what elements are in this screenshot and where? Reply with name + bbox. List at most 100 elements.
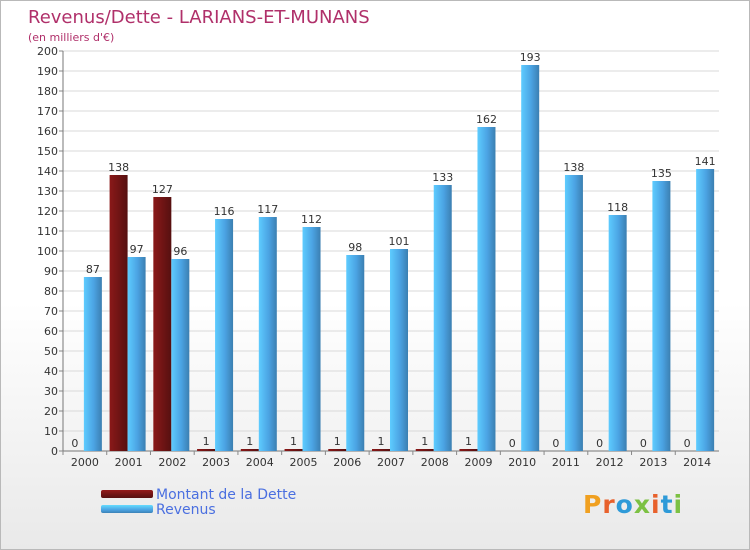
brand-letter: t bbox=[660, 490, 674, 519]
bar-revenus bbox=[302, 227, 321, 451]
bar-revenus bbox=[346, 255, 365, 451]
x-tick-label: 2011 bbox=[552, 456, 580, 469]
data-label-revenus: 193 bbox=[520, 51, 541, 64]
y-tick-label: 0 bbox=[51, 445, 58, 458]
y-tick-label: 40 bbox=[44, 365, 58, 378]
y-tick-label: 10 bbox=[44, 425, 58, 438]
data-label-dette: 138 bbox=[108, 161, 129, 174]
brand-letter: o bbox=[615, 490, 634, 519]
bar-dette bbox=[284, 449, 303, 451]
bar-dette bbox=[459, 449, 478, 451]
bar-revenus bbox=[127, 257, 146, 451]
data-label-revenus: 135 bbox=[651, 167, 672, 180]
bar-revenus bbox=[521, 65, 540, 451]
x-tick-label: 2007 bbox=[377, 456, 405, 469]
x-tick-label: 2012 bbox=[596, 456, 624, 469]
bar-revenus bbox=[171, 259, 190, 451]
data-label-revenus: 118 bbox=[607, 201, 628, 214]
chart-subtitle: (en milliers d'€) bbox=[28, 31, 115, 44]
data-label-dette: 1 bbox=[421, 435, 428, 448]
bar-dette bbox=[328, 449, 347, 451]
data-label-revenus: 116 bbox=[214, 205, 235, 218]
y-tick-label: 30 bbox=[44, 385, 58, 398]
x-tick-label: 2001 bbox=[115, 456, 143, 469]
data-label-dette: 0 bbox=[684, 437, 691, 450]
y-tick-label: 140 bbox=[37, 165, 58, 178]
bar-dette bbox=[109, 175, 128, 451]
y-tick-label: 180 bbox=[37, 85, 58, 98]
data-label-dette: 0 bbox=[552, 437, 559, 450]
brand-letter: r bbox=[602, 490, 616, 519]
data-label-revenus: 112 bbox=[301, 213, 322, 226]
y-tick-label: 170 bbox=[37, 105, 58, 118]
legend-label-revenus: Revenus bbox=[156, 502, 216, 518]
y-tick-label: 130 bbox=[37, 185, 58, 198]
y-tick-label: 150 bbox=[37, 145, 58, 158]
data-label-dette: 0 bbox=[596, 437, 603, 450]
bar-revenus bbox=[258, 217, 277, 451]
data-label-dette: 127 bbox=[152, 183, 173, 196]
data-label-dette: 1 bbox=[334, 435, 341, 448]
data-label-dette: 0 bbox=[509, 437, 516, 450]
data-label-dette: 1 bbox=[378, 435, 385, 448]
y-tick-label: 160 bbox=[37, 125, 58, 138]
data-label-revenus: 133 bbox=[432, 171, 453, 184]
brand-letter: i bbox=[673, 490, 684, 519]
data-label-dette: 1 bbox=[290, 435, 297, 448]
brand-logo: Proxiti bbox=[583, 490, 683, 519]
data-label-revenus: 97 bbox=[130, 243, 144, 256]
x-tick-label: 2004 bbox=[246, 456, 274, 469]
bar-revenus bbox=[390, 249, 408, 451]
data-label-dette: 1 bbox=[246, 435, 253, 448]
data-label-revenus: 141 bbox=[695, 155, 716, 168]
x-tick-label: 2006 bbox=[333, 456, 361, 469]
y-tick-label: 80 bbox=[44, 285, 58, 298]
x-tick-label: 2005 bbox=[290, 456, 318, 469]
y-tick-label: 120 bbox=[37, 205, 58, 218]
bar-revenus bbox=[83, 277, 102, 451]
data-label-revenus: 87 bbox=[86, 263, 100, 276]
brand-letter: i bbox=[651, 490, 661, 519]
bar-revenus bbox=[652, 181, 671, 451]
data-label-dette: 0 bbox=[71, 437, 78, 450]
data-label-dette: 0 bbox=[640, 437, 647, 450]
data-label-dette: 1 bbox=[465, 435, 472, 448]
bar-revenus bbox=[215, 219, 234, 451]
bar-dette bbox=[240, 449, 259, 451]
bar-revenus bbox=[433, 185, 452, 451]
bar-dette bbox=[415, 449, 434, 451]
bar-revenus bbox=[564, 175, 583, 451]
y-tick-label: 110 bbox=[37, 225, 58, 238]
y-tick-label: 100 bbox=[37, 245, 58, 258]
data-label-revenus: 162 bbox=[476, 113, 497, 126]
data-label-revenus: 96 bbox=[173, 245, 187, 258]
y-tick-label: 50 bbox=[44, 345, 58, 358]
y-tick-label: 20 bbox=[44, 405, 58, 418]
x-tick-label: 2009 bbox=[464, 456, 492, 469]
data-label-revenus: 98 bbox=[348, 241, 362, 254]
data-label-revenus: 101 bbox=[389, 235, 410, 248]
x-tick-label: 2010 bbox=[508, 456, 536, 469]
bar-dette bbox=[372, 449, 390, 451]
x-tick-label: 2008 bbox=[421, 456, 449, 469]
y-tick-label: 200 bbox=[37, 45, 58, 58]
bar-dette bbox=[153, 197, 172, 451]
y-tick-label: 190 bbox=[37, 65, 58, 78]
y-tick-label: 70 bbox=[44, 305, 58, 318]
x-tick-label: 2014 bbox=[683, 456, 711, 469]
data-label-revenus: 138 bbox=[563, 161, 584, 174]
y-tick-label: 60 bbox=[44, 325, 58, 338]
x-tick-label: 2003 bbox=[202, 456, 230, 469]
brand-letter: x bbox=[633, 490, 651, 519]
data-label-dette: 1 bbox=[203, 435, 210, 448]
legend-label-dette: Montant de la Dette bbox=[156, 487, 297, 503]
legend-swatch-revenus bbox=[101, 505, 153, 513]
bar-revenus bbox=[608, 215, 627, 451]
x-tick-label: 2002 bbox=[158, 456, 186, 469]
bar-dette bbox=[197, 449, 216, 451]
bar-revenus bbox=[696, 169, 715, 451]
legend-swatch-dette bbox=[101, 490, 153, 498]
y-tick-label: 90 bbox=[44, 265, 58, 278]
